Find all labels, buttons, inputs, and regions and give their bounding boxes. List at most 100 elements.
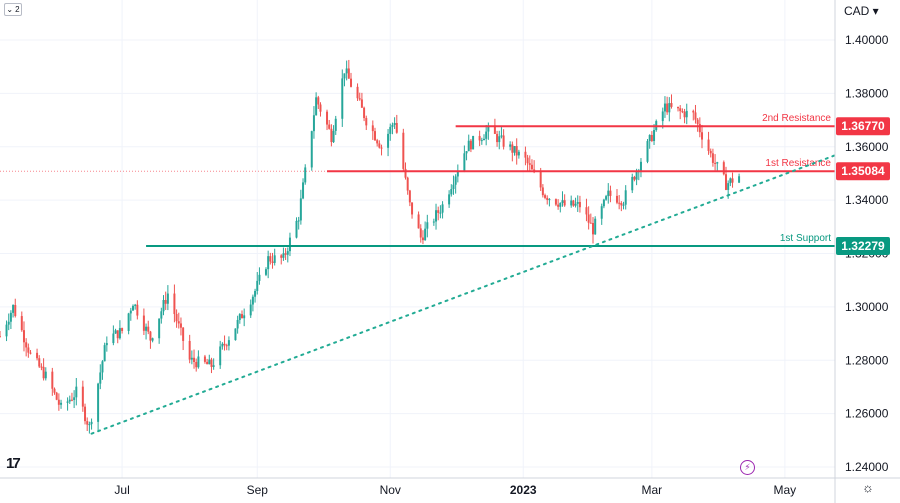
candle-body xyxy=(112,333,115,344)
candle-body xyxy=(145,326,148,331)
candle-body xyxy=(707,139,710,151)
candle-body xyxy=(25,342,28,348)
candle-body xyxy=(435,210,438,222)
candle-body xyxy=(602,199,605,207)
lightning-icon[interactable]: ⚡ xyxy=(740,460,755,475)
level-label: 1st Support xyxy=(780,233,831,244)
candle-body xyxy=(587,214,590,223)
candle-body xyxy=(502,135,505,147)
candle-body xyxy=(332,130,335,143)
candle-body xyxy=(20,316,23,331)
candle-body xyxy=(585,207,588,215)
candle-body xyxy=(463,153,466,172)
x-tick-label: Sep xyxy=(247,483,269,497)
candle-body xyxy=(592,223,595,235)
candle-body xyxy=(539,172,542,188)
candle-body xyxy=(557,204,560,207)
currency-selector[interactable]: CAD ▾ xyxy=(844,4,879,18)
candle-body xyxy=(530,164,533,170)
candle-body xyxy=(68,399,71,402)
chevron-down-icon: ⌄ xyxy=(6,5,14,14)
candle-body xyxy=(164,299,167,304)
candle-body xyxy=(711,153,714,163)
candle-body xyxy=(86,421,89,425)
candle-body xyxy=(639,161,642,172)
candle-body xyxy=(121,328,124,331)
candle-body xyxy=(426,222,429,229)
candle-body xyxy=(134,304,137,306)
candle-body xyxy=(118,328,121,339)
candle-body xyxy=(406,177,409,191)
candle-body xyxy=(541,187,544,196)
candle-body xyxy=(193,357,196,362)
candle-body xyxy=(356,86,359,99)
y-tick-label: 1.40000 xyxy=(845,33,889,47)
candle-body xyxy=(42,366,45,379)
candle-body xyxy=(105,343,108,346)
candle-body xyxy=(38,358,41,367)
candle-body xyxy=(698,123,701,133)
candle-body xyxy=(393,122,396,125)
candle-body xyxy=(544,195,547,198)
candle-body xyxy=(408,190,411,203)
level-lines: 2nd Resistance 1st Resistance 1st Support xyxy=(0,113,835,248)
candle-body xyxy=(179,323,182,328)
candle-body xyxy=(330,128,333,143)
candle-body xyxy=(206,361,209,365)
candle-body xyxy=(238,314,241,320)
candle-body xyxy=(480,140,483,142)
price-tag-label: 1.36770 xyxy=(841,119,885,133)
candle-body xyxy=(561,200,564,203)
y-tick-label: 1.28000 xyxy=(845,353,889,367)
candle-body xyxy=(288,237,291,252)
candle-body xyxy=(424,228,427,241)
candle-body xyxy=(14,304,17,317)
candle-body xyxy=(66,401,69,403)
candle-body xyxy=(709,150,712,154)
candle-body xyxy=(456,171,459,177)
grid-lines xyxy=(0,0,835,478)
candle-body xyxy=(158,318,161,339)
candle-body xyxy=(310,131,313,168)
price-tag-label: 1.32279 xyxy=(841,239,885,253)
candle-body xyxy=(258,274,261,281)
candle-body xyxy=(197,356,200,368)
candle-body xyxy=(448,194,451,205)
candle-body xyxy=(284,253,287,255)
candle-body xyxy=(454,176,457,185)
candle-body xyxy=(373,131,376,141)
candle-body xyxy=(295,220,298,238)
candle-body xyxy=(380,147,383,149)
collapse-indicators-button[interactable]: ⌄ 2 xyxy=(4,3,22,16)
candle-body xyxy=(70,399,73,401)
candle-body xyxy=(387,133,390,148)
candle-body xyxy=(88,424,91,426)
candle-body xyxy=(395,122,398,133)
candle-body xyxy=(221,343,224,347)
candle-body xyxy=(469,140,472,150)
settings-icon[interactable]: ☼ xyxy=(862,480,874,495)
candlestick-series xyxy=(0,59,741,434)
candle-body xyxy=(210,359,213,367)
candle-body xyxy=(282,253,285,258)
candle-body xyxy=(376,140,379,144)
candle-body xyxy=(312,115,315,132)
price-tag xyxy=(836,237,890,256)
candle-body xyxy=(620,203,623,206)
candle-body xyxy=(302,182,305,199)
x-tick-label: Mar xyxy=(642,483,663,497)
candle-body xyxy=(114,330,117,334)
candle-body xyxy=(350,78,353,87)
candle-body xyxy=(129,310,132,314)
candle-body xyxy=(103,345,106,362)
candle-body xyxy=(714,162,717,164)
trendline-line xyxy=(90,153,839,435)
candle-body xyxy=(12,304,15,313)
candle-body xyxy=(524,151,527,158)
candle-body xyxy=(635,171,638,180)
candle-body xyxy=(195,361,198,368)
y-tick-label: 1.24000 xyxy=(845,460,889,474)
candle-body xyxy=(576,201,579,204)
